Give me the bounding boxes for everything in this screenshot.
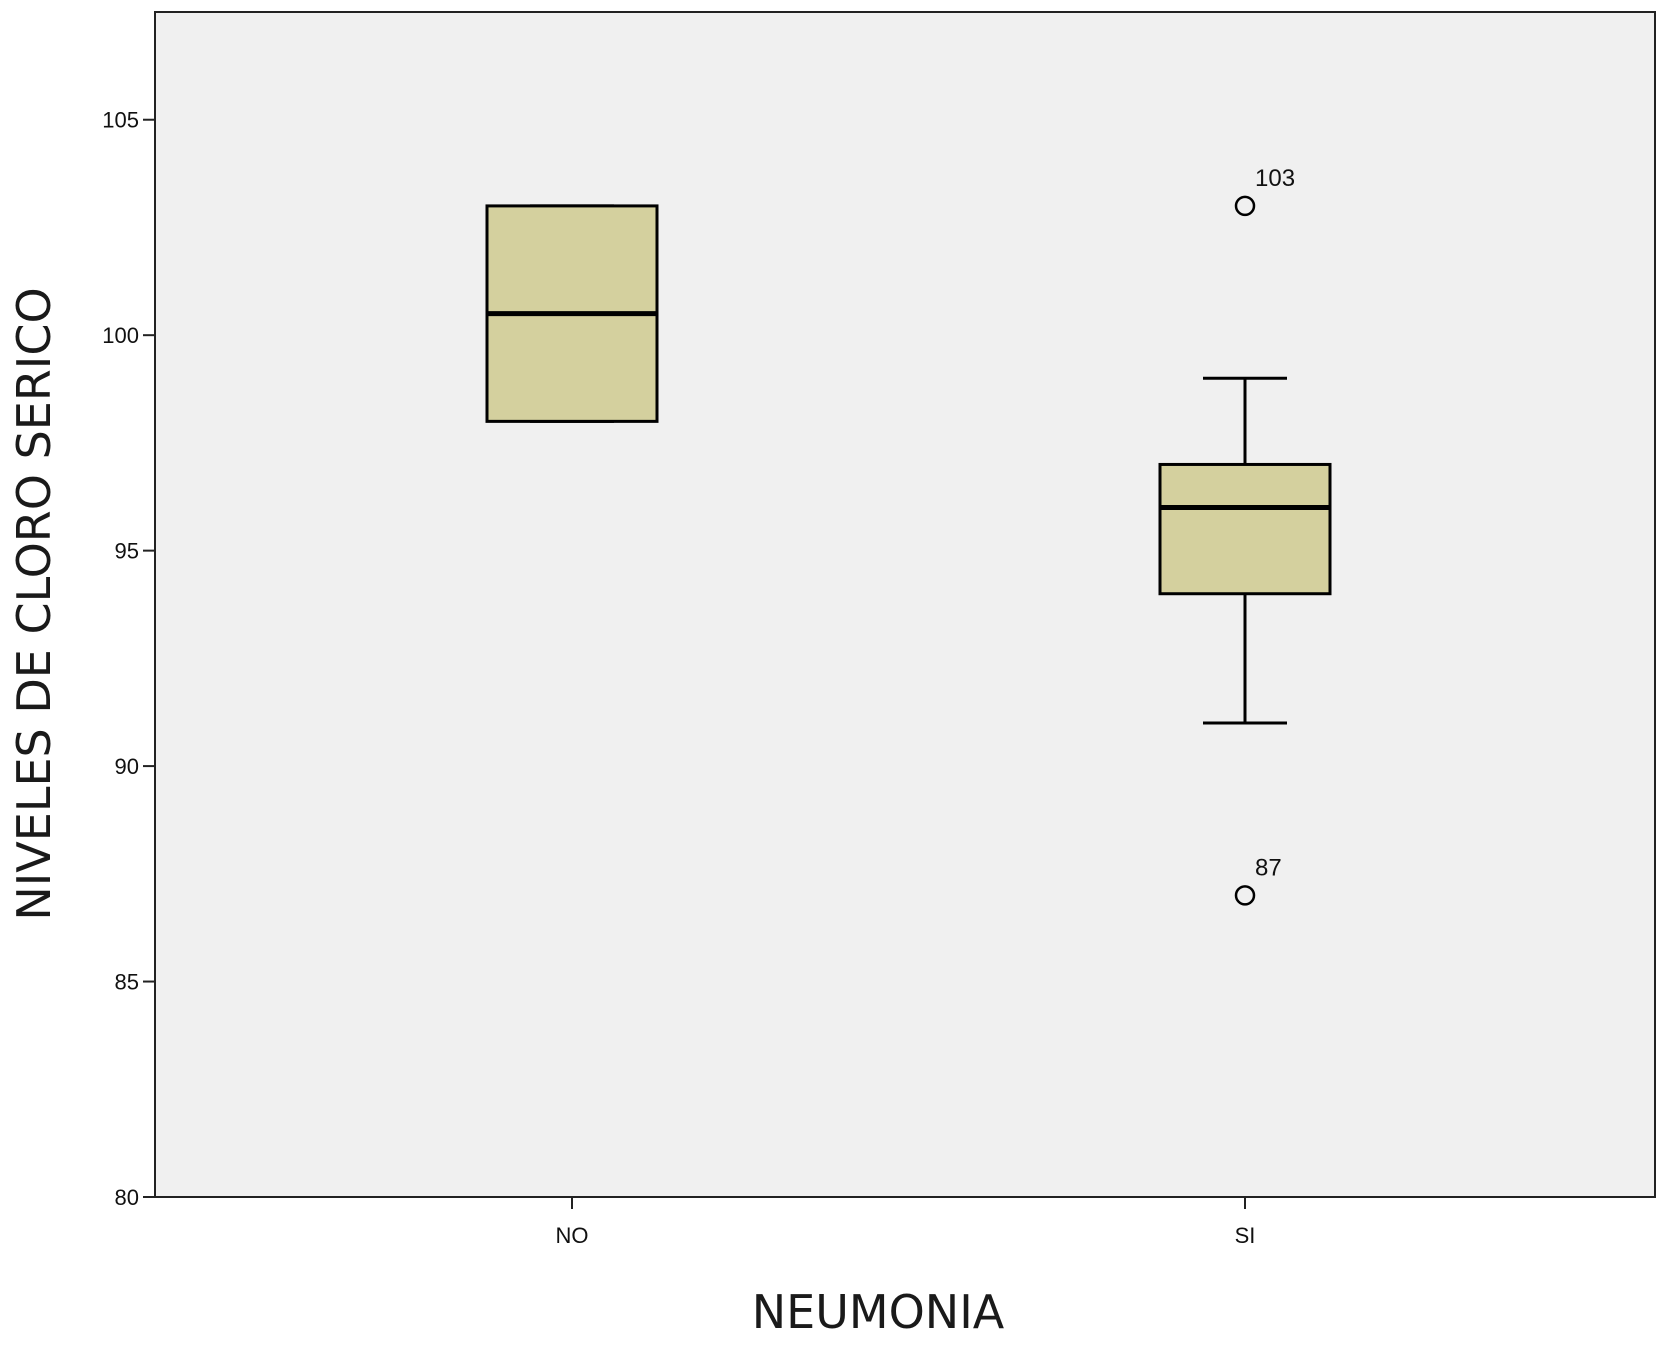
box-si: 103 87 <box>1158 165 1332 906</box>
y-tick-label-90: 90 <box>115 754 139 779</box>
iqr-box-si <box>1158 462 1332 596</box>
x-axis-title: NEUMONIA <box>752 1285 1005 1339</box>
box-no <box>485 204 659 423</box>
y-tick-label-100: 100 <box>102 323 139 348</box>
y-axis-title: NIVELES DE CLORO SERICO <box>7 287 61 920</box>
y-tick-label-80: 80 <box>115 1185 139 1210</box>
x-axis: NO SI <box>556 1197 1256 1248</box>
y-tick-label-95: 95 <box>115 539 139 564</box>
outlier-point-si-87 <box>1234 885 1256 906</box>
x-tick-label-si: SI <box>1235 1223 1256 1248</box>
boxes-group: 103 87 <box>485 165 1332 906</box>
outlier-point-si-103 <box>1234 195 1256 217</box>
y-axis: 80 85 90 95 100 105 <box>102 108 155 1210</box>
x-tick-label-no: NO <box>556 1223 589 1248</box>
y-tick-label-105: 105 <box>102 108 139 133</box>
plot-area <box>154 11 1656 1198</box>
outlier-label-si-87: 87 <box>1255 854 1282 881</box>
y-tick-label-85: 85 <box>115 970 139 995</box>
outlier-label-si-103: 103 <box>1255 165 1295 192</box>
